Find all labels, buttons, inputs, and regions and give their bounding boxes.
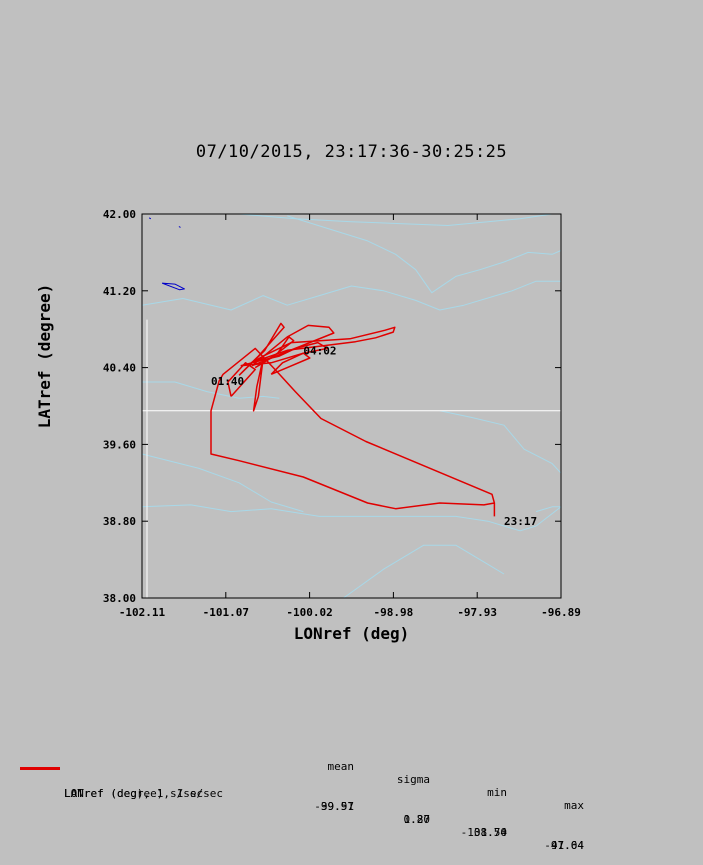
x-tick-label-1: -101.07 — [203, 606, 249, 619]
track-loop-3 — [252, 357, 264, 412]
track-loop-7 — [254, 336, 295, 369]
map-line-4 — [142, 381, 280, 399]
map-line-2 — [239, 213, 561, 226]
legend-mean-lonref: -99.57 — [314, 800, 354, 813]
series-line-latref — [210, 347, 496, 517]
y-tick-label-0: 42.00 — [103, 208, 136, 221]
x-axis-label: LONref (deg) — [294, 624, 410, 643]
legend-header-sigma: sigma — [396, 773, 430, 786]
x-tick-label-4: -97.93 — [457, 606, 497, 619]
chart-title: 07/10/2015, 23:17:36-30:25:25 — [195, 142, 508, 162]
x-tick-label-2: -100.02 — [286, 606, 332, 619]
legend-sigma-lonref: 1.27 — [403, 813, 431, 826]
track-loop-4 — [227, 362, 256, 397]
x-tick-label-0: -102.11 — [119, 606, 166, 619]
legend-label-lonref: LONref (deg), 1 s/sec — [64, 787, 204, 800]
chart-plot: -102.11 -101.07 -100.02 -98.98 -97.93 -96.89 4… — [35, 208, 581, 643]
track-loop-0 — [238, 322, 285, 376]
map-line-11 — [178, 226, 181, 228]
legend-header-min: min — [487, 786, 507, 799]
time-annotation-1: 04:02 — [303, 344, 336, 357]
map-line-7 — [343, 544, 505, 599]
y-tick-label-3: 39.60 — [103, 438, 136, 451]
map-line-0 — [141, 280, 561, 311]
y-axis-label: LATref (degree) — [35, 284, 54, 429]
time-annotation-2: 01:40 — [211, 375, 244, 388]
x-tick-label-3: -98.98 — [374, 606, 414, 619]
legend-row-lonref: LONref (deg), 1 s/sec -99.57 1.27 -101.5… — [0, 774, 703, 852]
legend-min-lonref: -101.50 — [460, 826, 507, 839]
y-tick-label-5: 38.00 — [103, 592, 136, 605]
map-line-3 — [141, 504, 562, 532]
x-tick-label-5: -96.89 — [541, 606, 581, 619]
legend-header-mean: mean — [327, 760, 355, 773]
legend-header-max: max — [564, 799, 584, 812]
map-line-8 — [535, 506, 561, 513]
legend-max-lonref: -97.64 — [544, 839, 584, 852]
y-tick-label-1: 41.20 — [103, 285, 136, 298]
y-tick-label-4: 38.80 — [103, 515, 136, 528]
map-line-1 — [287, 215, 562, 294]
legend-header-row: mean sigma min max — [0, 747, 703, 812]
y-tick-label-2: 40.40 — [103, 362, 136, 375]
map-line-9 — [161, 282, 185, 291]
map-line-6 — [141, 453, 304, 513]
map-line-5 — [439, 410, 562, 474]
track-loop-6 — [270, 352, 311, 375]
map-line-10 — [148, 217, 152, 220]
time-annotation-0: 23:17 — [504, 515, 537, 528]
plot-frame — [141, 213, 562, 599]
legend-row-latref: LATref (degree), 1 s/sec 39.91 0.80 38.7… — [0, 761, 703, 852]
legend-swatch-latref — [20, 767, 60, 770]
